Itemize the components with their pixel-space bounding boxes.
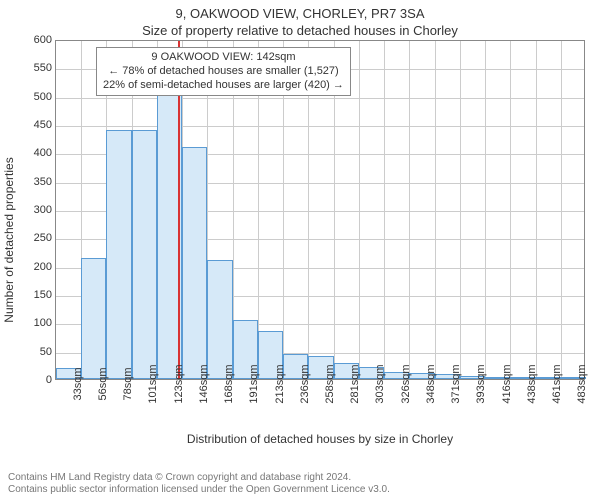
x-tick-label: 393sqm	[475, 364, 487, 403]
y-tick-label: 550	[22, 62, 52, 74]
annotation-box: 9 OAKWOOD VIEW: 142sqm← 78% of detached …	[96, 47, 351, 96]
y-tick-label: 500	[22, 91, 52, 103]
y-tick-label: 600	[22, 34, 52, 46]
grid-line-h	[56, 98, 584, 99]
plot-area: 9 OAKWOOD VIEW: 142sqm← 78% of detached …	[55, 40, 585, 380]
histogram-bar	[81, 258, 106, 379]
x-tick-label: 438sqm	[526, 364, 538, 403]
footer-attribution: Contains HM Land Registry data © Crown c…	[8, 472, 390, 496]
histogram-chart: Number of detached properties 9 OAKWOOD …	[0, 40, 600, 440]
x-tick-label: 348sqm	[425, 364, 437, 403]
x-tick-label: 483sqm	[576, 364, 588, 403]
annotation-line: ← 78% of detached houses are smaller (1,…	[103, 65, 344, 79]
footer-line-2: Contains public sector information licen…	[8, 484, 390, 496]
x-tick-label: 213sqm	[274, 364, 286, 403]
y-tick-label: 0	[22, 374, 52, 386]
x-tick-label: 33sqm	[72, 367, 84, 400]
y-tick-label: 150	[22, 289, 52, 301]
x-tick-label: 168sqm	[223, 364, 235, 403]
title-sub: Size of property relative to detached ho…	[0, 21, 600, 38]
x-tick-label: 236sqm	[299, 364, 311, 403]
y-tick-label: 350	[22, 176, 52, 188]
grid-line-v	[485, 41, 486, 379]
x-tick-label: 101sqm	[147, 364, 159, 403]
y-tick-label: 400	[22, 147, 52, 159]
x-tick-label: 123sqm	[173, 364, 185, 403]
histogram-bar	[106, 130, 131, 379]
x-tick-label: 371sqm	[450, 364, 462, 403]
x-tick-label: 281sqm	[349, 364, 361, 403]
grid-line-v	[409, 41, 410, 379]
histogram-bar	[132, 130, 157, 379]
x-tick-label: 258sqm	[324, 364, 336, 403]
footer-line-1: Contains HM Land Registry data © Crown c…	[8, 472, 390, 484]
y-tick-label: 50	[22, 346, 52, 358]
x-tick-label: 78sqm	[122, 367, 134, 400]
grid-line-v	[435, 41, 436, 379]
histogram-bar	[207, 260, 232, 379]
grid-line-v	[359, 41, 360, 379]
y-tick-label: 300	[22, 204, 52, 216]
x-tick-label: 416sqm	[501, 364, 513, 403]
grid-line-v	[561, 41, 562, 379]
x-tick-label: 461sqm	[551, 364, 563, 403]
grid-line-v	[510, 41, 511, 379]
y-tick-label: 200	[22, 261, 52, 273]
x-tick-label: 303sqm	[374, 364, 386, 403]
title-main: 9, OAKWOOD VIEW, CHORLEY, PR7 3SA	[0, 0, 600, 21]
grid-line-v	[384, 41, 385, 379]
annotation-line: 9 OAKWOOD VIEW: 142sqm	[103, 51, 344, 65]
grid-line-v	[460, 41, 461, 379]
grid-line-h	[56, 126, 584, 127]
y-tick-label: 250	[22, 232, 52, 244]
y-tick-label: 100	[22, 317, 52, 329]
histogram-bar	[182, 147, 207, 379]
x-axis-title: Distribution of detached houses by size …	[55, 432, 585, 446]
x-tick-label: 326sqm	[400, 364, 412, 403]
x-tick-label: 56sqm	[97, 367, 109, 400]
annotation-line: 22% of semi-detached houses are larger (…	[103, 79, 344, 93]
y-tick-label: 450	[22, 119, 52, 131]
x-tick-label: 146sqm	[198, 364, 210, 403]
x-tick-label: 191sqm	[248, 364, 260, 403]
grid-line-v	[536, 41, 537, 379]
